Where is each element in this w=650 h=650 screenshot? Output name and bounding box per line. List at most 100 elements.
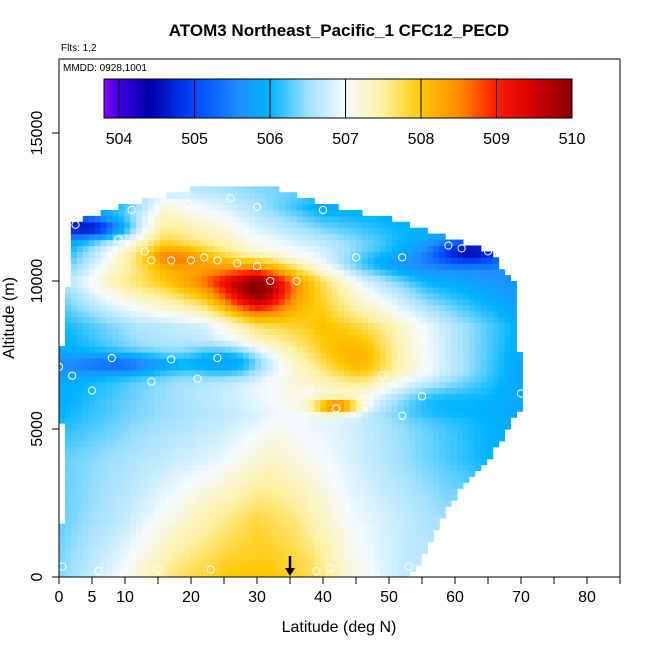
heatmap-cell — [249, 452, 256, 460]
heatmap-cell — [403, 352, 411, 359]
heatmap-cell — [106, 393, 114, 400]
heatmap-cell — [308, 476, 316, 483]
heatmap-cell — [260, 310, 268, 318]
heatmap-cell — [272, 245, 280, 252]
heatmap-cell — [249, 221, 256, 229]
heatmap-cell — [451, 434, 458, 442]
heatmap-cell — [76, 393, 84, 400]
heatmap-cell — [165, 541, 173, 548]
heatmap-cell — [332, 488, 339, 495]
heatmap-cell — [326, 233, 333, 241]
heatmap-cell — [361, 500, 369, 507]
heatmap-cell — [231, 310, 238, 318]
heatmap-cell — [207, 369, 215, 377]
heatmap-cell — [320, 523, 327, 531]
heatmap-cell — [314, 275, 321, 282]
heatmap-cell — [302, 446, 310, 454]
heatmap-cell — [59, 369, 66, 377]
heatmap-cell — [70, 245, 78, 252]
heatmap-cell — [385, 541, 393, 548]
heatmap-cell — [255, 357, 262, 365]
heatmap-cell — [255, 458, 262, 466]
heatmap-cell — [159, 571, 167, 577]
heatmap-cell — [314, 310, 321, 318]
heatmap-cell — [82, 381, 90, 389]
heatmap-cell — [189, 458, 197, 466]
heatmap-cell — [445, 423, 452, 430]
heatmap-cell — [350, 209, 357, 217]
heatmap-cell — [100, 547, 108, 554]
heatmap-cell — [154, 369, 161, 377]
heatmap-cell — [225, 186, 232, 193]
heatmap-cell — [207, 352, 215, 359]
heatmap-cell — [367, 393, 375, 400]
heatmap-cell — [456, 393, 464, 400]
heatmap-cell — [314, 399, 321, 406]
heatmap-cell — [278, 292, 286, 300]
observation-point — [71, 220, 80, 229]
heatmap-cell — [391, 523, 399, 531]
heatmap-cell — [148, 488, 155, 495]
heatmap-cell — [207, 209, 215, 217]
heatmap-cell — [462, 263, 470, 270]
heatmap-cell — [243, 517, 250, 525]
heatmap-cell — [356, 434, 363, 442]
heatmap-cell — [106, 529, 114, 537]
heatmap-cell — [260, 405, 268, 412]
heatmap-cell — [462, 316, 470, 324]
heatmap-cell — [225, 363, 232, 371]
heatmap-cell — [112, 381, 119, 389]
heatmap-cell — [468, 423, 476, 430]
heatmap-cell — [409, 511, 416, 519]
heatmap-cell — [142, 381, 149, 389]
heatmap-cell — [284, 286, 292, 294]
heatmap-cell — [367, 517, 375, 525]
heatmap-cell — [165, 209, 173, 217]
heatmap-cell — [272, 547, 280, 554]
heatmap-cell — [403, 310, 411, 318]
heatmap-cell — [373, 529, 381, 537]
heatmap-cell — [148, 198, 155, 205]
heatmap-cell — [64, 458, 72, 466]
heatmap-cell — [70, 423, 78, 430]
heatmap-cell — [314, 547, 321, 554]
heatmap-cell — [415, 352, 422, 359]
heatmap-cell — [213, 494, 220, 501]
heatmap-cell — [498, 411, 506, 418]
heatmap-cell — [213, 251, 220, 258]
heatmap-cell — [356, 363, 363, 371]
heatmap-cell — [154, 304, 161, 312]
observation-point — [114, 235, 123, 244]
heatmap-cell — [130, 275, 137, 282]
heatmap-cell — [373, 511, 381, 519]
heatmap-cell — [231, 511, 238, 519]
heatmap-cell — [415, 251, 422, 258]
heatmap-cell — [112, 334, 119, 341]
heatmap-cell — [130, 523, 137, 531]
heatmap-cell — [94, 239, 102, 247]
heatmap-cell — [338, 429, 345, 436]
heatmap-cell — [409, 470, 416, 477]
heatmap-cell — [356, 535, 363, 543]
heatmap-cell — [367, 458, 375, 466]
heatmap-cell — [183, 340, 191, 347]
heatmap-cell — [361, 553, 369, 560]
heatmap-cell — [427, 393, 434, 400]
heatmap-cell — [159, 304, 167, 312]
heatmap-cell — [213, 192, 220, 199]
heatmap-cell — [70, 446, 78, 454]
heatmap-cell — [278, 488, 286, 495]
heatmap-cell — [136, 233, 143, 241]
heatmap-cell — [112, 547, 119, 554]
heatmap-cell — [213, 434, 220, 442]
heatmap-cell — [195, 429, 203, 436]
heatmap-cell — [207, 535, 215, 543]
heatmap-cell — [332, 352, 339, 359]
heatmap-cell — [159, 553, 167, 560]
plot-frame — [58, 58, 621, 578]
observation-point — [167, 355, 176, 364]
heatmap-cell — [415, 233, 422, 241]
heatmap-cell — [433, 286, 440, 294]
heatmap-cell — [367, 470, 375, 477]
heatmap-cell — [260, 227, 268, 235]
